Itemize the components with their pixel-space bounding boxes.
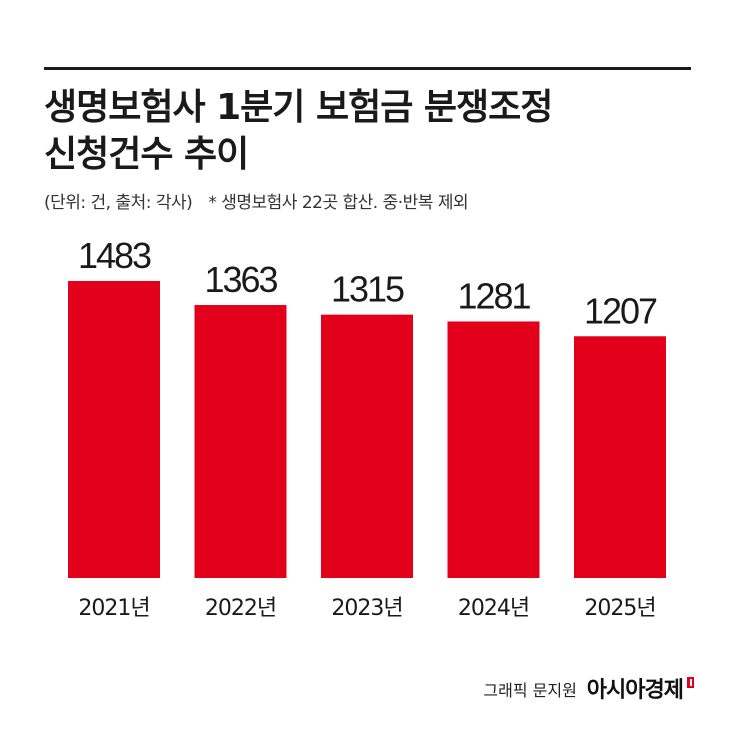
footnote: * 생명보험사 22곳 합산. 중·반복 제외 bbox=[208, 193, 469, 213]
bar-2024년 bbox=[447, 321, 540, 578]
category-label: 2021년 bbox=[78, 596, 149, 621]
brand-mark-icon bbox=[687, 677, 694, 688]
category-label: 2023년 bbox=[331, 596, 402, 621]
data-label: 1315 bbox=[331, 269, 404, 310]
data-label: 1363 bbox=[204, 259, 277, 300]
data-label: 1207 bbox=[584, 290, 657, 331]
chart-subtitle: (단위: 건, 출처: 각사) * 생명보험사 22곳 합산. 중·반복 제외 bbox=[44, 188, 469, 213]
bar-2021년 bbox=[68, 281, 160, 578]
graphic-credit: 그래픽 문지원 bbox=[483, 681, 577, 700]
chart-title-line-2: 신청건수 추이 bbox=[44, 134, 249, 175]
data-label: 1281 bbox=[457, 275, 530, 316]
top-rule bbox=[44, 67, 691, 70]
bar-2025년 bbox=[574, 336, 666, 578]
unit-source-label: (단위: 건, 출처: 각사) bbox=[44, 193, 193, 213]
bar-2022년 bbox=[194, 305, 287, 578]
category-label: 2022년 bbox=[205, 596, 276, 621]
brand-logo: 아시아경제 bbox=[586, 678, 684, 703]
chart-title-line-1: 생명보험사 1분기 보험금 분쟁조정 bbox=[44, 87, 553, 128]
category-label: 2025년 bbox=[584, 596, 655, 621]
chart-title: 생명보험사 1분기 보험금 분쟁조정 신청건수 추이 bbox=[44, 84, 553, 178]
category-label: 2024년 bbox=[458, 596, 529, 621]
data-label: 1483 bbox=[78, 235, 151, 276]
bars-group: 1483 2021년 1363 2022년 1315 2023년 1281 2024년 1207… bbox=[68, 235, 666, 621]
footer: 그래픽 문지원 아시아경제 bbox=[483, 672, 694, 704]
bar-2023년 bbox=[321, 314, 413, 578]
